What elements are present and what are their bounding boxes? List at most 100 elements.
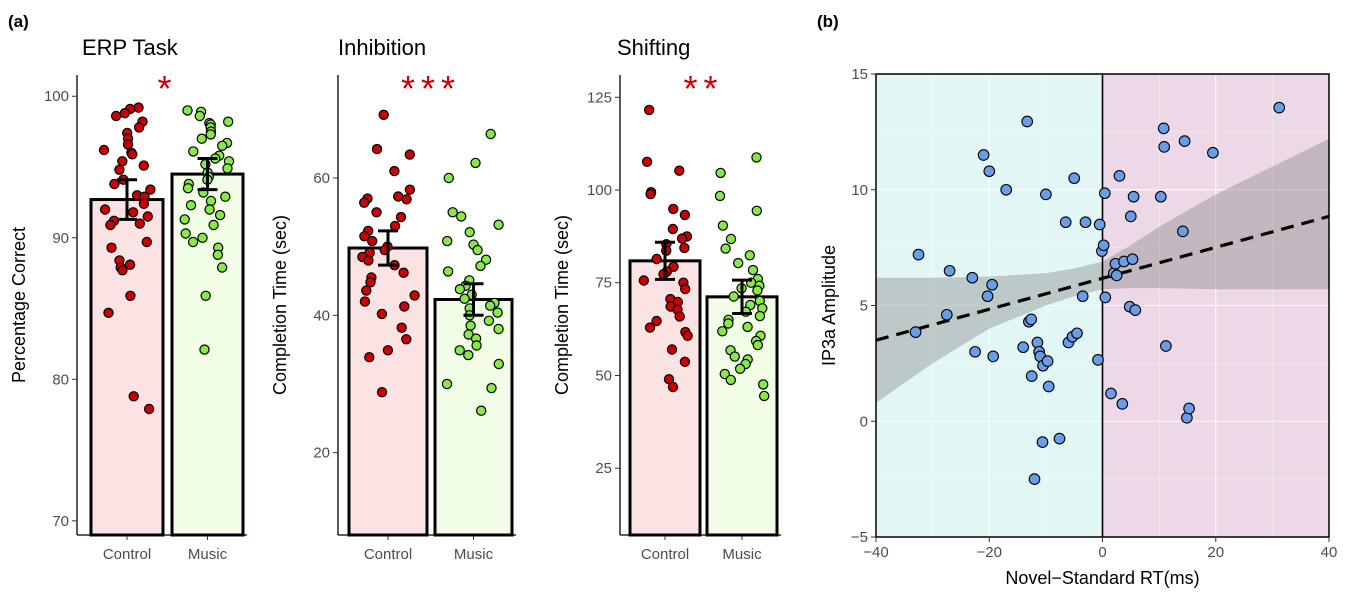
scatter-point xyxy=(1273,101,1286,114)
bar-charts-group: ERP Task Percentage Correct * Control Music 7… xyxy=(9,35,781,563)
data-point-control xyxy=(409,290,420,301)
data-point-music xyxy=(485,300,496,311)
x-tick-label: Music xyxy=(722,546,762,563)
data-point-control xyxy=(364,352,375,363)
data-point-control xyxy=(376,308,388,320)
data-point-music xyxy=(728,291,739,302)
data-point-control xyxy=(651,253,662,265)
data-point-music xyxy=(222,116,234,127)
data-point-music xyxy=(222,163,233,174)
y-tick-label: 25 xyxy=(595,460,612,477)
data-point-music xyxy=(214,209,226,221)
x-tick-label: Control xyxy=(103,546,151,563)
data-point-control xyxy=(138,198,150,209)
scatter-point xyxy=(1158,141,1171,153)
data-point-music xyxy=(204,204,215,215)
data-point-music xyxy=(715,167,726,179)
data-point-music xyxy=(752,339,764,351)
data-point-music xyxy=(493,358,504,370)
data-point-music xyxy=(456,211,467,222)
data-point-music xyxy=(464,226,475,238)
data-point-control xyxy=(679,242,690,254)
data-point-control xyxy=(638,275,650,286)
data-point-control xyxy=(105,219,116,231)
data-point-control xyxy=(143,403,155,415)
scatter-point xyxy=(1099,291,1112,304)
y-tick-label: −5 xyxy=(851,529,868,546)
data-point-control xyxy=(667,223,679,235)
data-point-control xyxy=(679,356,691,367)
scatter-point xyxy=(966,271,979,284)
scatter-point xyxy=(1183,402,1195,415)
scatter-point xyxy=(1110,269,1123,282)
data-point-control xyxy=(641,156,653,167)
data-point-music xyxy=(754,310,766,322)
scatter-point xyxy=(943,264,956,277)
data-point-music xyxy=(454,284,466,295)
significance-marker: * xyxy=(157,68,177,109)
data-point-control xyxy=(680,283,691,295)
data-point-control xyxy=(125,290,136,301)
data-point-music xyxy=(742,321,753,333)
bar-control xyxy=(89,198,165,537)
data-point-music xyxy=(758,379,769,390)
y-tick-label: 60 xyxy=(313,170,330,187)
data-point-music xyxy=(443,172,454,184)
data-point-music xyxy=(454,345,465,356)
data-point-control xyxy=(651,315,662,327)
scatter-point xyxy=(1059,216,1072,229)
data-point-control xyxy=(682,330,693,341)
scatter-point xyxy=(1116,398,1129,410)
data-point-control xyxy=(138,160,149,171)
panel-b-label: (b) xyxy=(817,12,839,31)
scatter-point xyxy=(1071,327,1083,340)
scatter-point xyxy=(1025,370,1038,382)
bar-chart-3: Shifting Completion Time (sec) ** Control Mu… xyxy=(552,35,781,563)
scatter-point xyxy=(969,345,981,358)
x-tick-label: Control xyxy=(641,546,689,563)
data-point-music xyxy=(493,323,504,335)
data-point-control xyxy=(371,143,383,155)
scatter-point xyxy=(1154,190,1167,203)
scatter-point xyxy=(1177,225,1189,238)
data-point-music xyxy=(459,293,470,304)
scatter-point xyxy=(1021,115,1034,128)
y-tick-label: 75 xyxy=(595,275,612,292)
scatter-point xyxy=(1042,380,1055,393)
data-point-control xyxy=(389,220,401,232)
x-tick-label: 40 xyxy=(1321,544,1338,561)
scatter-point xyxy=(1157,122,1170,135)
data-point-music xyxy=(205,129,216,140)
chart-title: Shifting xyxy=(617,35,690,60)
data-point-control xyxy=(399,301,410,312)
data-point-music xyxy=(471,340,482,351)
data-point-music xyxy=(470,157,481,169)
panel-a-label: (a) xyxy=(8,12,29,31)
scatter-point xyxy=(1160,340,1172,352)
data-point-control xyxy=(99,204,111,215)
x-tick-label: Music xyxy=(188,546,228,563)
data-point-music xyxy=(714,190,726,202)
data-point-control xyxy=(389,165,400,177)
y-tick-label: 40 xyxy=(313,307,330,324)
data-point-control xyxy=(396,322,407,333)
data-point-music xyxy=(729,351,741,362)
data-point-control xyxy=(361,285,372,296)
data-point-control xyxy=(404,149,415,160)
data-point-control xyxy=(674,165,685,176)
scatter-point xyxy=(1178,135,1191,147)
data-point-control xyxy=(98,144,110,156)
data-point-control xyxy=(404,184,416,195)
data-point-control xyxy=(666,344,678,355)
scatter-point xyxy=(1040,188,1052,201)
scatter-point xyxy=(1097,239,1110,252)
data-point-music xyxy=(200,290,211,301)
data-point-music xyxy=(220,191,231,202)
data-point-music xyxy=(725,374,737,386)
data-point-control xyxy=(134,218,145,229)
data-point-music xyxy=(188,146,199,157)
data-point-control xyxy=(679,209,691,221)
data-point-music xyxy=(465,320,476,331)
data-point-control xyxy=(674,311,685,322)
